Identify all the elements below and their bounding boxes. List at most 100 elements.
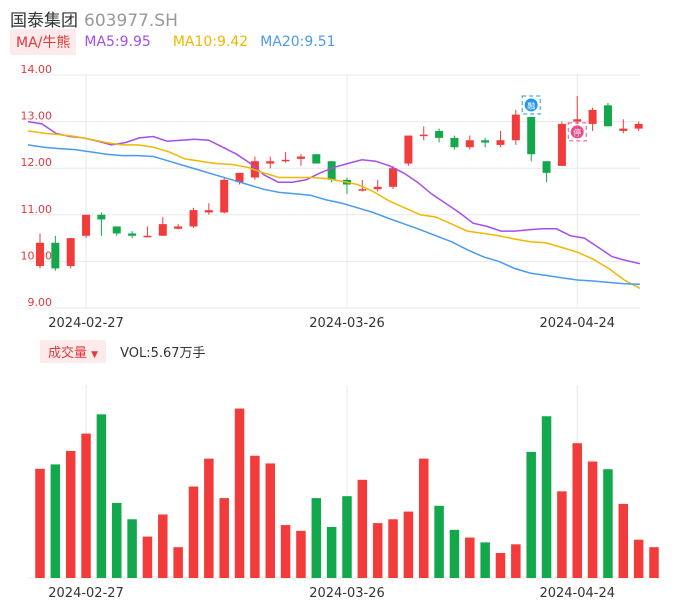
- candle-body: [511, 114, 520, 141]
- price-axis-tick-label: 12.00: [21, 156, 53, 169]
- margin-trading-icon-frame: [521, 95, 541, 115]
- candle-body: [296, 156, 305, 159]
- candle-body: [281, 159, 290, 162]
- volume-bar: [357, 479, 368, 578]
- candle-body: [542, 161, 551, 173]
- candle-body: [36, 242, 44, 267]
- volume-bar: [449, 529, 460, 578]
- candle-body: [389, 168, 398, 187]
- volume-tab-label: 成交量: [48, 345, 88, 361]
- volume-tab-button[interactable]: 成交量 ▼: [40, 339, 107, 363]
- volume-bar: [557, 491, 567, 578]
- volume-bar: [234, 408, 245, 578]
- volume-date-label: 2024-03-26: [309, 586, 385, 601]
- ma-tab-button[interactable]: MA/牛熊: [10, 29, 77, 55]
- candle-body: [143, 235, 152, 238]
- volume-legend: 成交量 ▼ VOL:5.67万手: [40, 339, 206, 363]
- candle-body: [174, 226, 183, 229]
- volume-bar: [419, 458, 429, 578]
- ma5-line: [27, 120, 641, 265]
- volume-bar: [388, 519, 398, 578]
- candle-body: [51, 242, 60, 269]
- volume-bar: [50, 464, 61, 578]
- volume-bar: [342, 496, 352, 578]
- price-axis-tick-label: 11.00: [21, 203, 53, 216]
- candle-body: [66, 238, 75, 267]
- volume-bar: [526, 451, 536, 578]
- volume-bar: [618, 503, 629, 578]
- price-date-label: 2024-04-24: [539, 316, 615, 331]
- suspension-icon: [570, 125, 584, 139]
- volume-bar: [587, 461, 598, 578]
- volume-bar: [403, 511, 414, 578]
- price-axis-tick-label: 13.00: [21, 110, 53, 123]
- candle-body: [235, 172, 244, 183]
- candle-body: [112, 226, 121, 234]
- candle-body: [496, 140, 505, 145]
- candle-body: [465, 140, 474, 148]
- volume-bar: [649, 547, 659, 578]
- volume-bar: [219, 498, 229, 578]
- volume-bar: [541, 416, 552, 578]
- volume-bar: [633, 539, 644, 578]
- volume-bar: [35, 468, 45, 578]
- stock-header: 国泰集团 603977.SH: [10, 6, 178, 31]
- volume-bar: [495, 552, 506, 578]
- candle-body: [312, 154, 321, 164]
- volume-bar: [434, 505, 444, 578]
- ma10-label: MA10:9.42: [172, 34, 249, 50]
- volume-bar: [265, 463, 275, 578]
- suspension-icon-frame: [567, 122, 587, 142]
- ma10-line: [27, 130, 641, 290]
- candle-body: [327, 161, 336, 180]
- volume-bar: [65, 450, 76, 578]
- volume-date-label: 2024-04-24: [539, 586, 615, 601]
- volume-bar: [280, 525, 291, 578]
- ma5-label: MA5:9.95: [84, 34, 151, 50]
- volume-bar: [326, 526, 337, 578]
- price-axis-tick-label: 9.00: [28, 296, 53, 309]
- candle-body: [82, 214, 91, 236]
- candle-body: [557, 123, 566, 166]
- ma20-line: [27, 144, 641, 285]
- volume-bar: [572, 443, 582, 578]
- volume-bar: [204, 458, 214, 578]
- margin-trading-icon: [524, 98, 538, 112]
- volume-bar: [250, 455, 260, 578]
- candle-body: [573, 119, 582, 122]
- volume-bar: [372, 523, 383, 578]
- candle-body: [419, 134, 428, 137]
- candle-body: [527, 116, 536, 155]
- candle-body: [266, 161, 275, 164]
- volume-bar: [127, 519, 137, 578]
- candle-body: [189, 210, 198, 227]
- candle-body: [603, 105, 612, 127]
- price-date-label: 2024-02-27: [48, 316, 124, 331]
- volume-bar: [480, 542, 490, 578]
- candle-body: [619, 128, 628, 131]
- candle-body: [450, 137, 459, 148]
- volume-bar: [142, 536, 153, 578]
- candle-body: [481, 140, 490, 143]
- ma20-label: MA20:9.51: [260, 34, 336, 50]
- price-axis-tick-label: 14.00: [21, 63, 53, 76]
- candle-body: [158, 224, 167, 236]
- volume-bar: [296, 530, 306, 578]
- margin-trading-icon-label: 融: [527, 100, 535, 110]
- price-date-label: 2024-03-26: [309, 316, 385, 331]
- candle-body: [97, 214, 106, 220]
- candle-body: [435, 130, 444, 138]
- suspension-icon-label: 停: [573, 127, 581, 137]
- stock-name: 国泰集团: [10, 11, 78, 31]
- candle-body: [358, 189, 367, 191]
- volume-bar: [173, 547, 183, 578]
- volume-bar: [311, 498, 322, 578]
- candle-body: [588, 109, 597, 124]
- volume-value: VOL:5.67万手: [120, 345, 206, 361]
- stock-code: 603977.SH: [84, 11, 178, 31]
- volume-bar: [511, 544, 521, 578]
- volume-bar: [112, 502, 122, 578]
- volume-bar: [603, 469, 613, 578]
- candle-body: [204, 210, 213, 213]
